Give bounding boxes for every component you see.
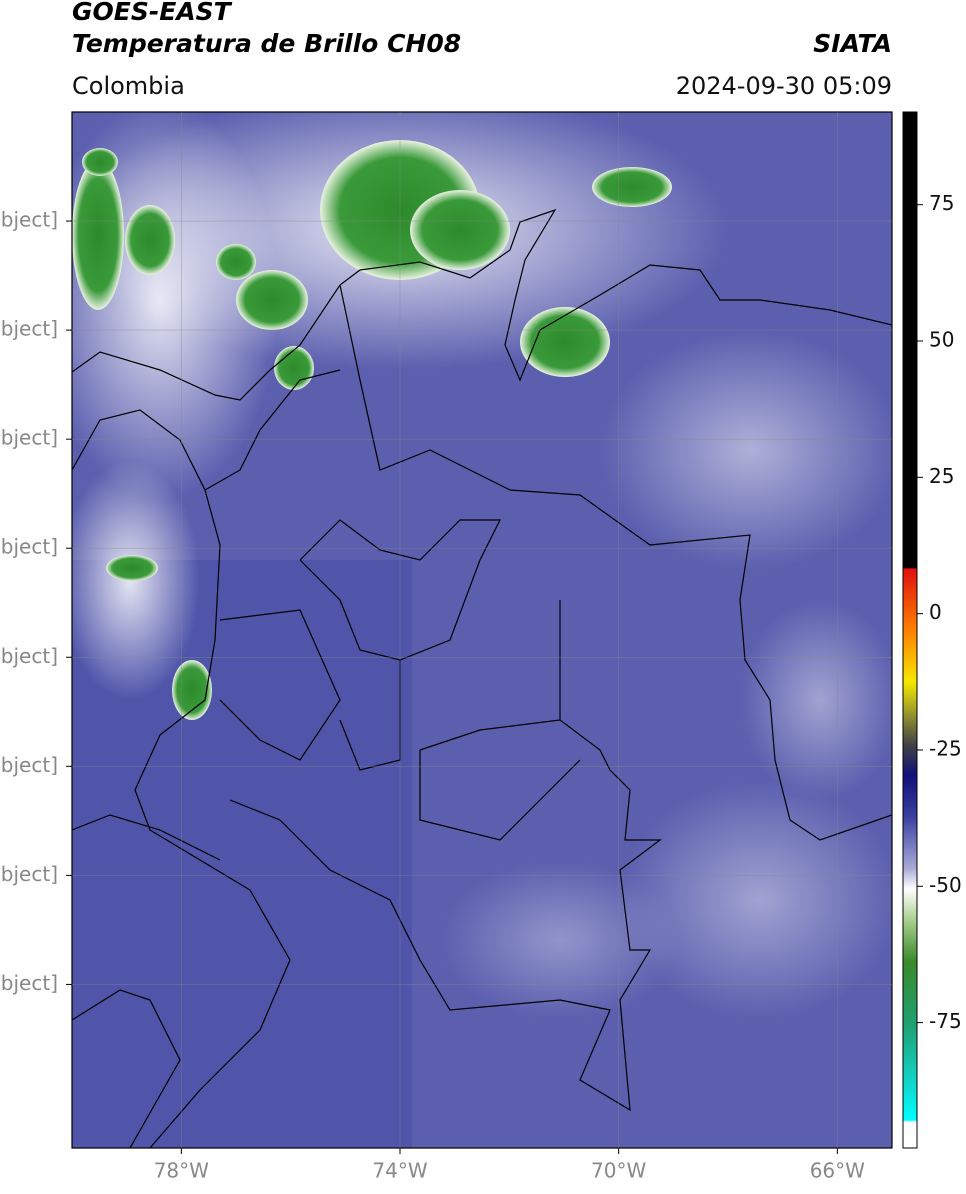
title-line2: Temperatura de Brillo CH08 [72, 29, 461, 58]
x-tick-label: 66°W [810, 1159, 865, 1183]
title-line1: GOES-EAST [72, 0, 233, 26]
colorbar [902, 111, 918, 1149]
colorbar-tick-label: -50 [929, 873, 962, 897]
satellite-image [72, 112, 892, 1148]
y-tick-label: [object Object] [0, 535, 58, 559]
y-tick-label: [object Object] [0, 426, 58, 450]
colorbar-tick-label: 0 [929, 600, 942, 624]
y-tick-label: [object Object] [0, 317, 58, 341]
y-tick-label: [object Object] [0, 862, 58, 886]
colorbar-tick-label: -75 [929, 1009, 962, 1033]
x-tick-label: 70°W [591, 1159, 646, 1183]
map-frame [71, 111, 893, 1149]
x-tick-label: 78°W [154, 1159, 209, 1183]
y-tick-label: [object Object] [0, 208, 58, 232]
y-tick-label: [object Object] [0, 971, 58, 995]
y-tick-label: [object Object] [0, 644, 58, 668]
source: SIATA [813, 29, 892, 58]
colorbar-tick-label: 50 [929, 328, 954, 352]
region: Colombia [72, 72, 185, 100]
colorbar-tick-label: 25 [929, 464, 954, 488]
y-tick-label: [object Object] [0, 753, 58, 777]
datetime: 2024-09-30 05:09 [676, 72, 892, 100]
colorbar-tick-label: 75 [929, 191, 954, 215]
x-tick-label: 74°W [372, 1159, 427, 1183]
colorbar-tick-label: -25 [929, 736, 962, 760]
